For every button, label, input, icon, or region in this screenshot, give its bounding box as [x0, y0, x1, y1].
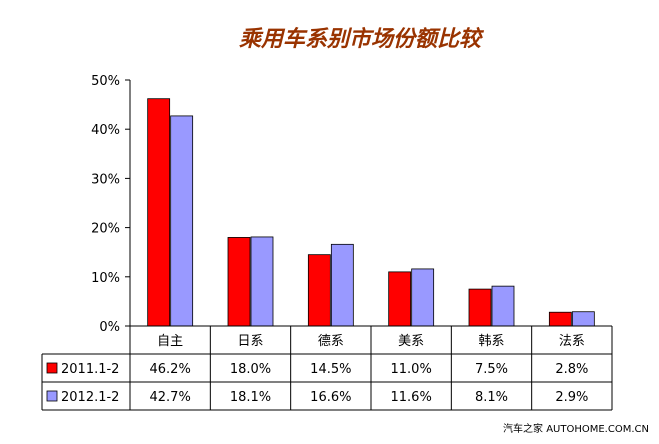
category-label: 韩系 — [478, 334, 504, 349]
y-tick-label: 30% — [91, 172, 120, 187]
category-label: 德系 — [318, 334, 344, 349]
bars-layer — [147, 98, 595, 327]
bar-series2 — [170, 115, 194, 327]
watermark: 汽车之家 AUTOHOME.COM.CN — [503, 424, 649, 435]
bar-series1 — [468, 288, 492, 327]
bar-series2 — [491, 285, 515, 327]
table-value: 14.5% — [310, 362, 351, 377]
bar-series1 — [227, 237, 251, 327]
category-label: 日系 — [237, 334, 263, 349]
bar-series2 — [411, 268, 435, 327]
bar-series1 — [147, 98, 171, 327]
table-value: 42.7% — [150, 390, 191, 405]
chart-title: 乘用车系别市场份额比较 — [239, 26, 485, 52]
table-value: 2.9% — [555, 390, 588, 405]
legend-label: 2011.1-2 — [61, 362, 119, 377]
table-value: 18.0% — [230, 362, 271, 377]
bar-series1 — [548, 311, 572, 327]
table-value: 8.1% — [475, 390, 508, 405]
legend-key — [46, 390, 58, 402]
table-value: 2.8% — [555, 362, 588, 377]
axis-layer: 0% 10% 20% 30% 40% 50% — [91, 74, 131, 335]
y-tick-label: 20% — [91, 222, 120, 237]
category-label: 美系 — [398, 334, 424, 349]
table-value: 18.1% — [230, 390, 271, 405]
bar-series1 — [307, 254, 331, 327]
table-value: 16.6% — [310, 390, 351, 405]
data-table: 自主 日系 德系 美系 韩系 法系 2011.1-2 46.2% 18.0% 14.5% 11.0%… — [41, 325, 613, 411]
y-tick-label: 10% — [91, 271, 120, 286]
legend-key — [46, 362, 58, 374]
bar-series2 — [250, 236, 274, 327]
legend-label: 2012.1-2 — [61, 390, 119, 405]
table-value: 11.0% — [391, 362, 432, 377]
table-value: 7.5% — [475, 362, 508, 377]
table-value: 46.2% — [150, 362, 191, 377]
bar-series2 — [571, 311, 595, 327]
bar-series1 — [388, 271, 412, 327]
table-value: 11.6% — [391, 390, 432, 405]
y-tick-label: 50% — [91, 74, 120, 89]
y-tick-label: 40% — [91, 123, 120, 138]
y-tick-label: 0% — [99, 320, 120, 335]
category-label: 法系 — [559, 334, 585, 349]
bar-series2 — [330, 243, 354, 327]
category-label: 自主 — [157, 334, 183, 349]
